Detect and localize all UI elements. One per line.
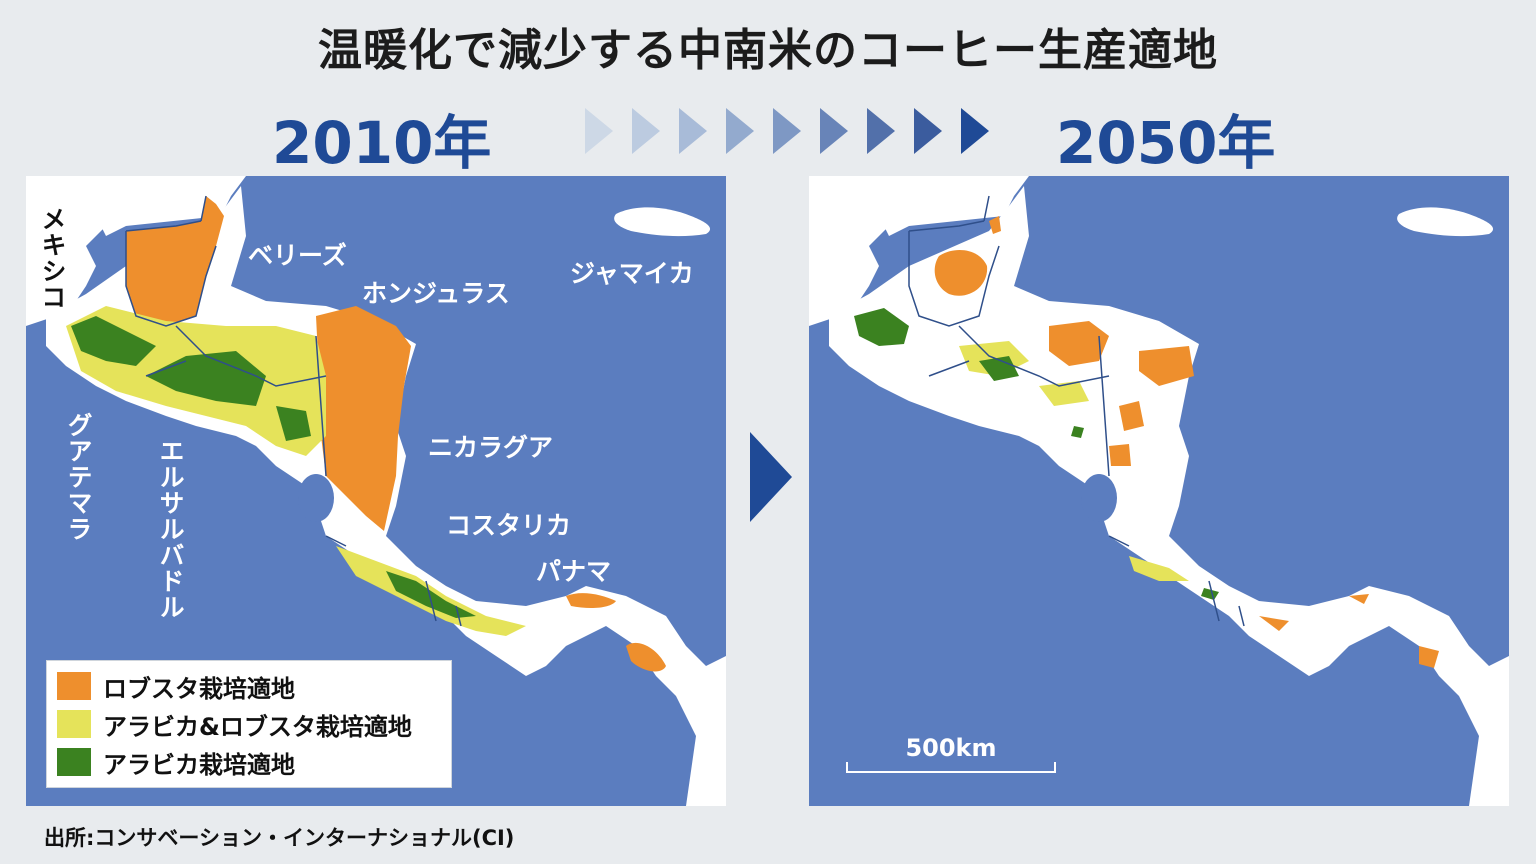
label-costa-rica: コスタリカ xyxy=(446,511,572,540)
scale-bar: 500km xyxy=(845,734,1057,778)
legend-swatch-both xyxy=(57,710,91,738)
legend-item-arabica: アラビカ栽培適地 xyxy=(57,745,295,779)
map-legend: ロブスタ栽培適地 アラビカ&ロブスタ栽培適地 アラビカ栽培適地 xyxy=(46,660,452,788)
label-panama: パナマ xyxy=(536,557,612,586)
label-honduras: ホンジュラス xyxy=(362,279,510,308)
label-colombia: コロンビア xyxy=(692,662,721,792)
legend-label-arabica: アラビカ栽培適地 xyxy=(103,750,295,779)
legend-item-robusta: ロブスタ栽培適地 xyxy=(57,669,295,703)
source-note: 出所:コンサベーション・インターナショナル(CI) xyxy=(44,826,515,850)
legend-label-robusta: ロブスタ栽培適地 xyxy=(103,674,295,703)
year-2010-label: 2010年 xyxy=(272,109,492,177)
map-2050 xyxy=(809,176,1509,806)
legend-swatch-arabica xyxy=(57,748,91,776)
label-jamaica: ジャマイカ xyxy=(570,259,694,288)
map-2010-graphic xyxy=(26,176,726,806)
legend-swatch-robusta xyxy=(57,672,91,700)
legend-item-both: アラビカ&ロブスタ栽培適地 xyxy=(57,707,412,741)
scale-bar-label: 500km xyxy=(905,734,997,762)
label-guatemala: グアテマラ xyxy=(64,412,93,542)
legend-label-both: アラビカ&ロブスタ栽培適地 xyxy=(103,712,412,741)
progression-arrows-icon xyxy=(585,108,989,154)
page-title: 温暖化で減少する中南米のコーヒー生産適地 xyxy=(318,25,1218,76)
scale-bar-line xyxy=(846,762,1056,773)
transition-arrow-icon xyxy=(750,432,792,522)
label-nicaragua: ニカラグア xyxy=(428,433,554,462)
year-2050-label: 2050年 xyxy=(1056,109,1276,177)
label-el-salvador: エルサルバドル xyxy=(156,438,185,620)
map-2010: メキシコ ベリーズ ホンジュラス ジャマイカ グアテマラ エルサルバドル ニカラ… xyxy=(26,176,726,806)
label-mexico: メキシコ xyxy=(38,206,67,310)
map-2050-graphic xyxy=(809,176,1509,806)
label-belize: ベリーズ xyxy=(248,241,347,270)
